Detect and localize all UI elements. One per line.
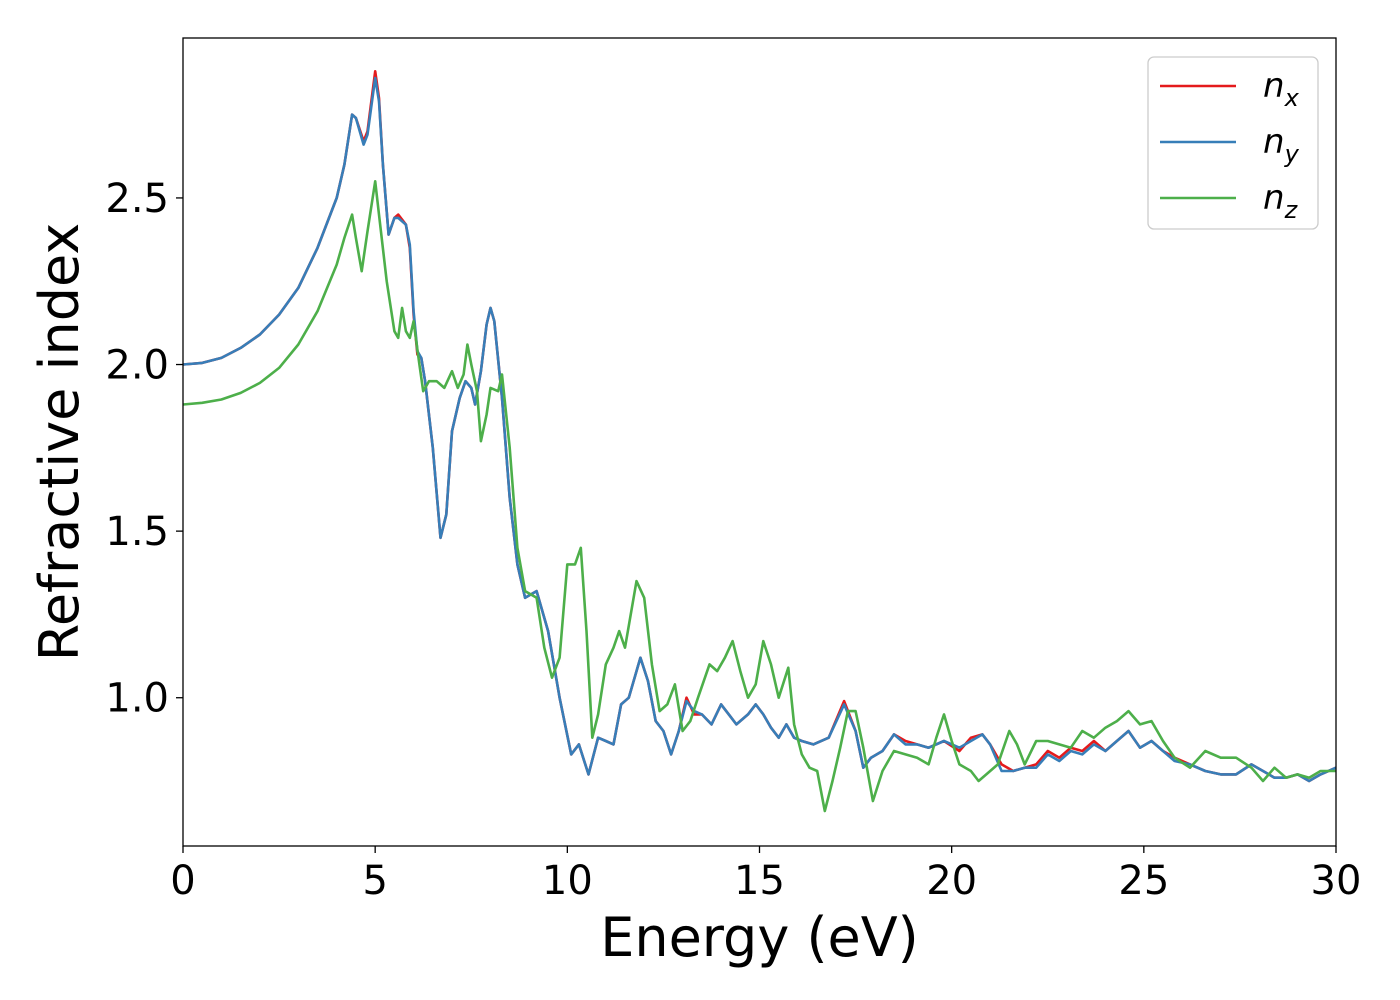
x-tick-label: 0 — [170, 858, 195, 904]
y-tick-label: 2.5 — [105, 176, 169, 222]
x-tick-label: 30 — [1311, 858, 1362, 904]
x-axis-label: Energy (eV) — [600, 906, 919, 969]
series-line-nz — [183, 180, 1336, 813]
y-axis-label: Refractive index — [28, 223, 91, 662]
x-tick-label: 10 — [542, 858, 593, 904]
legend-label-base: n — [1263, 178, 1285, 218]
series-layer — [183, 70, 1336, 813]
legend-label-subscript: x — [1284, 84, 1300, 112]
legend-label-base: n — [1263, 66, 1285, 106]
legend-label-subscript: y — [1284, 140, 1300, 168]
legend-label-base: n — [1263, 122, 1285, 162]
x-axis-ticks: 0 5 10 15 20 25 30 — [170, 846, 1361, 904]
legend-label-ny: ny — [1263, 122, 1300, 168]
y-tick-label: 2.0 — [105, 343, 169, 389]
y-axis-ticks: 1.0 1.5 2.0 2.5 — [105, 176, 183, 722]
y-tick-label: 1.5 — [105, 509, 169, 555]
x-tick-label: 25 — [1118, 858, 1169, 904]
series-line-ny — [183, 76, 1336, 783]
x-tick-label: 20 — [926, 858, 977, 904]
legend-label-subscript: z — [1284, 196, 1299, 224]
y-tick-label: 1.0 — [105, 676, 169, 722]
legend-label-nz: nz — [1263, 178, 1299, 224]
x-tick-label: 5 — [362, 858, 387, 904]
x-tick-label: 15 — [734, 858, 785, 904]
legend-label-nx: nx — [1263, 66, 1300, 112]
